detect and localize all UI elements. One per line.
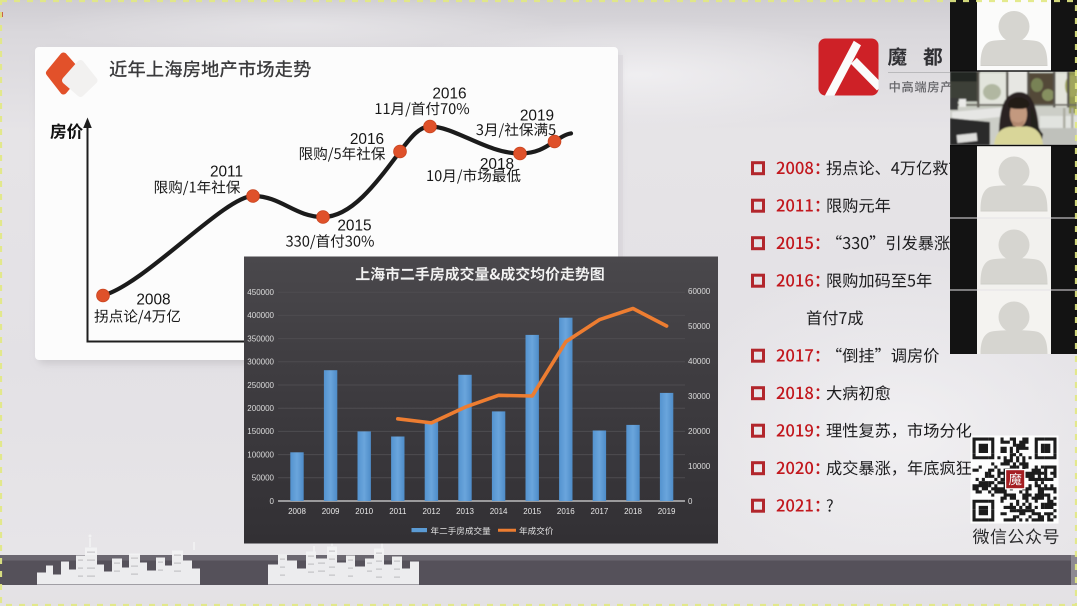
- svg-text:0: 0: [688, 497, 693, 506]
- svg-text:40000: 40000: [688, 357, 711, 366]
- svg-text:2019: 2019: [520, 108, 554, 125]
- svg-text:50000: 50000: [252, 474, 275, 483]
- svg-text:2014: 2014: [490, 507, 508, 516]
- svg-text:0: 0: [270, 497, 275, 506]
- svg-text:2012: 2012: [423, 507, 441, 516]
- svg-text:350000: 350000: [247, 334, 274, 343]
- svg-text:2018: 2018: [480, 156, 514, 173]
- svg-text:30000: 30000: [688, 392, 711, 401]
- svg-text:2019: 2019: [658, 507, 676, 516]
- svg-text:150000: 150000: [247, 427, 274, 436]
- svg-text:2008: 2008: [136, 292, 170, 309]
- svg-text:2010: 2010: [355, 507, 373, 516]
- svg-text:200000: 200000: [247, 404, 274, 413]
- svg-text:400000: 400000: [247, 311, 274, 320]
- svg-text:2018: 2018: [624, 507, 642, 516]
- svg-text:20000: 20000: [688, 427, 711, 436]
- svg-text:2016: 2016: [350, 131, 384, 148]
- svg-text:2011: 2011: [389, 507, 407, 516]
- svg-text:2009: 2009: [322, 507, 340, 516]
- svg-text:2016: 2016: [432, 86, 466, 103]
- svg-text:2011: 2011: [210, 164, 243, 181]
- svg-text:50000: 50000: [688, 322, 711, 331]
- svg-text:450000: 450000: [247, 288, 274, 297]
- svg-text:2013: 2013: [456, 507, 474, 516]
- svg-text:250000: 250000: [247, 381, 274, 390]
- svg-text:10000: 10000: [688, 462, 711, 471]
- svg-text:300000: 300000: [247, 358, 274, 367]
- svg-text:100000: 100000: [247, 450, 274, 459]
- svg-text:2016: 2016: [557, 507, 575, 516]
- svg-text:2008: 2008: [288, 507, 306, 516]
- svg-text:2015: 2015: [523, 507, 541, 516]
- svg-text:2015: 2015: [337, 218, 371, 235]
- svg-text:60000: 60000: [688, 287, 711, 296]
- svg-text:2017: 2017: [591, 507, 609, 516]
